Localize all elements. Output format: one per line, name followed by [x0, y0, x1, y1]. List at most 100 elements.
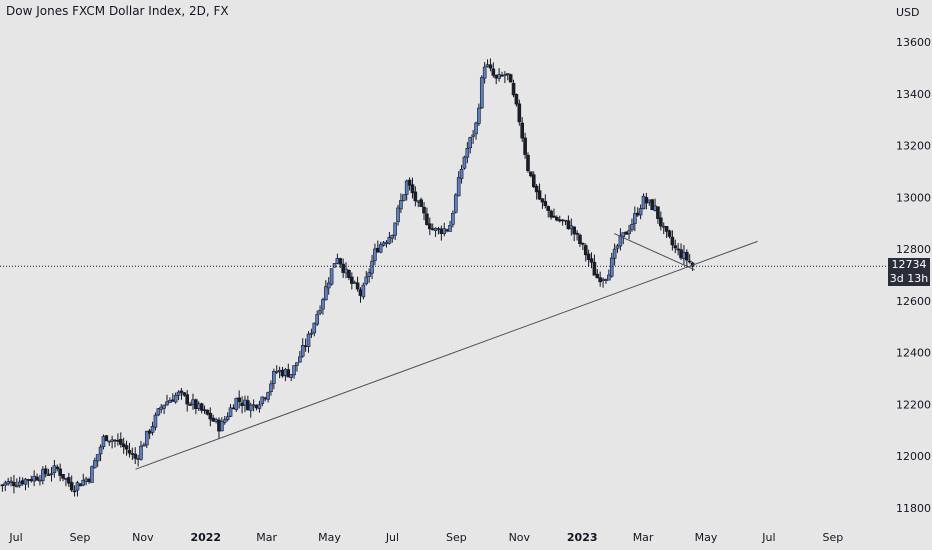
candle-body	[168, 400, 172, 403]
candle	[292, 365, 296, 379]
candle	[205, 409, 210, 416]
candle	[113, 439, 117, 448]
x-tick-label: Jul	[761, 531, 775, 544]
candle-body	[240, 402, 244, 407]
candle-body	[517, 103, 522, 123]
y-tick-label: 12400	[896, 347, 931, 360]
candle-body	[46, 474, 51, 476]
candle	[26, 478, 31, 488]
candle	[315, 310, 319, 327]
candle-body	[534, 185, 539, 193]
candle-body	[477, 107, 481, 124]
x-tick-label: Sep	[446, 531, 467, 544]
candle-body	[130, 453, 135, 455]
candle	[231, 404, 236, 410]
x-tick-label: Jul	[8, 531, 22, 544]
candle	[142, 442, 146, 447]
candle-body	[638, 208, 643, 216]
candle-body	[156, 408, 161, 416]
candle	[38, 474, 42, 486]
candle-body	[595, 273, 600, 279]
candle	[196, 401, 201, 412]
candle-body	[491, 68, 496, 76]
candle-body	[661, 225, 666, 228]
trendline[interactable]	[614, 233, 695, 271]
candle	[529, 171, 533, 178]
candle-body	[436, 228, 441, 230]
currency-label: USD	[896, 6, 920, 19]
candle-body	[563, 219, 568, 222]
candle	[32, 470, 36, 487]
candle	[682, 245, 686, 265]
candle	[303, 338, 308, 352]
countdown-label: 3d 13h	[889, 272, 929, 285]
candle-body	[583, 245, 588, 256]
candle	[442, 222, 447, 237]
candle-body	[456, 177, 461, 197]
candle-body	[84, 478, 88, 482]
candle	[491, 62, 496, 78]
candle	[399, 193, 403, 214]
candle-body	[350, 276, 354, 284]
candle	[572, 226, 576, 242]
candle-body	[468, 137, 473, 149]
candle-body	[589, 258, 594, 263]
candle	[604, 278, 608, 284]
candle	[23, 477, 28, 491]
x-tick-label: Mar	[256, 531, 277, 544]
candle-body	[90, 466, 94, 483]
x-tick-label: Sep	[822, 531, 843, 544]
candle-body	[500, 74, 504, 77]
candle	[98, 444, 103, 462]
candle-body	[494, 74, 499, 79]
candle-body	[659, 217, 663, 227]
trendline[interactable]	[135, 240, 758, 470]
candle	[12, 474, 16, 494]
candle-body	[598, 277, 602, 283]
candle-body	[361, 284, 366, 298]
candle	[133, 447, 138, 464]
candle-body	[243, 399, 247, 406]
candle	[246, 395, 250, 411]
candle-body	[485, 64, 490, 67]
candle-body	[211, 417, 216, 422]
candle-body	[569, 225, 574, 230]
candle-body	[312, 322, 317, 334]
candle	[101, 434, 106, 450]
candle-body	[153, 414, 158, 428]
candle-body	[410, 184, 415, 194]
candle	[72, 485, 77, 497]
candle-body	[110, 439, 114, 442]
candle-body	[23, 478, 28, 485]
candle-body	[607, 274, 611, 281]
candle	[566, 215, 571, 230]
candle	[107, 440, 112, 446]
candle-body	[127, 450, 132, 454]
candle	[569, 218, 574, 236]
candle-body	[523, 137, 527, 155]
candle-body	[413, 191, 418, 202]
candle	[127, 442, 132, 458]
candle	[248, 402, 253, 418]
candle-body	[482, 66, 487, 79]
candle-body	[419, 199, 423, 207]
candle-body	[277, 369, 282, 372]
candle-body	[248, 404, 253, 411]
y-tick-label: 12600	[896, 295, 931, 308]
candle-body	[445, 229, 449, 232]
candle	[199, 402, 204, 414]
candle-body	[479, 77, 484, 109]
candle-body	[644, 197, 649, 204]
candle	[462, 155, 467, 170]
candle	[543, 194, 548, 209]
candle	[370, 254, 374, 280]
candle	[251, 399, 256, 412]
candle-body	[147, 430, 152, 434]
candle	[168, 397, 172, 403]
candle	[448, 220, 452, 232]
candle-body	[41, 469, 45, 481]
candle	[364, 271, 369, 286]
candle	[309, 328, 314, 338]
